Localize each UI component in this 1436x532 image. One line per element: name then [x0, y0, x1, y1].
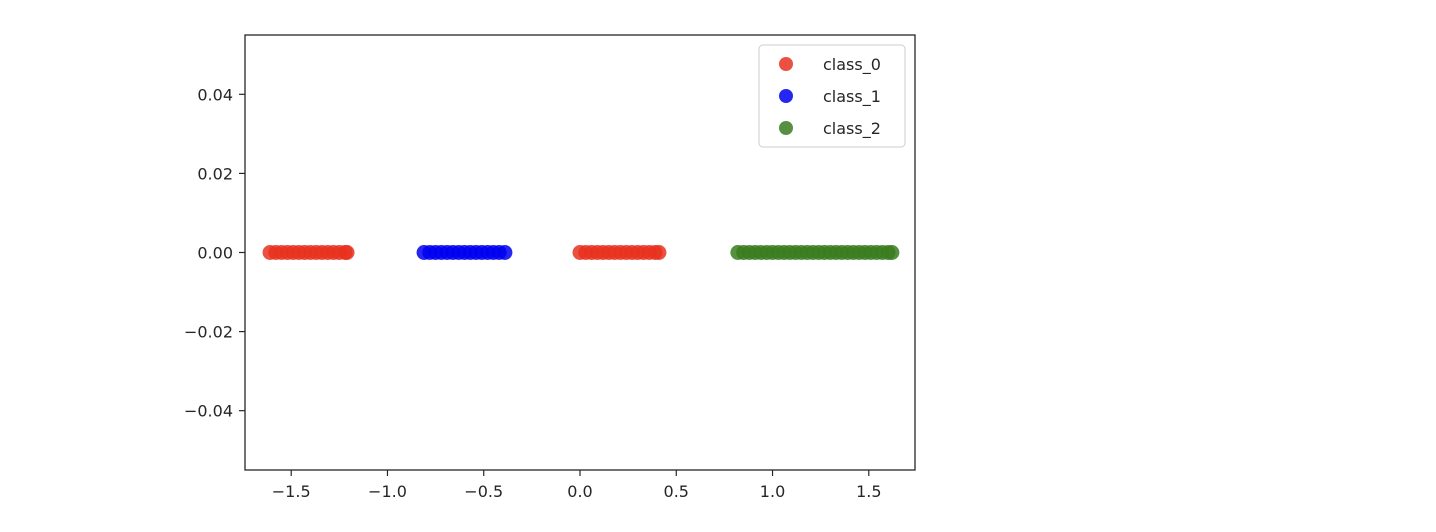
legend-marker-class_0 [779, 57, 793, 71]
legend-box [758, 44, 906, 148]
point-class_1-14 [497, 245, 513, 260]
x-tick-label: 0.0 [567, 482, 592, 501]
x-tick-label: 0.5 [664, 482, 689, 501]
legend-marker-class_2 [779, 121, 793, 135]
point-class_0-29 [651, 245, 667, 260]
x-axis: −1.5 −1.0 −0.5 0.0 0.5 1.0 1.5 [272, 470, 882, 501]
y-axis: 0.04 0.02 0.00 −0.02 −0.04 [184, 85, 245, 421]
y-tick-label: 0.04 [197, 85, 233, 104]
legend-label-class_2: class_2 [823, 119, 881, 139]
y-tick-label: 0.00 [197, 244, 233, 263]
x-tick-label: −1.5 [272, 482, 311, 501]
legend: class_0 class_1 class_2 [758, 44, 906, 148]
y-tick-label: 0.02 [197, 164, 233, 183]
x-tick-label: −0.5 [464, 482, 503, 501]
points-layer [262, 245, 900, 260]
x-tick-label: 1.0 [760, 482, 785, 501]
point-class_0-14 [339, 245, 355, 260]
y-tick-label: −0.02 [184, 323, 233, 342]
point-class_2-27 [884, 245, 900, 260]
legend-label-class_1: class_1 [823, 87, 881, 107]
y-tick-label: −0.04 [184, 402, 233, 421]
x-tick-label: 1.5 [856, 482, 881, 501]
x-tick-label: −1.0 [368, 482, 407, 501]
legend-label-class_0: class_0 [823, 55, 881, 75]
legend-marker-class_1 [779, 89, 793, 103]
